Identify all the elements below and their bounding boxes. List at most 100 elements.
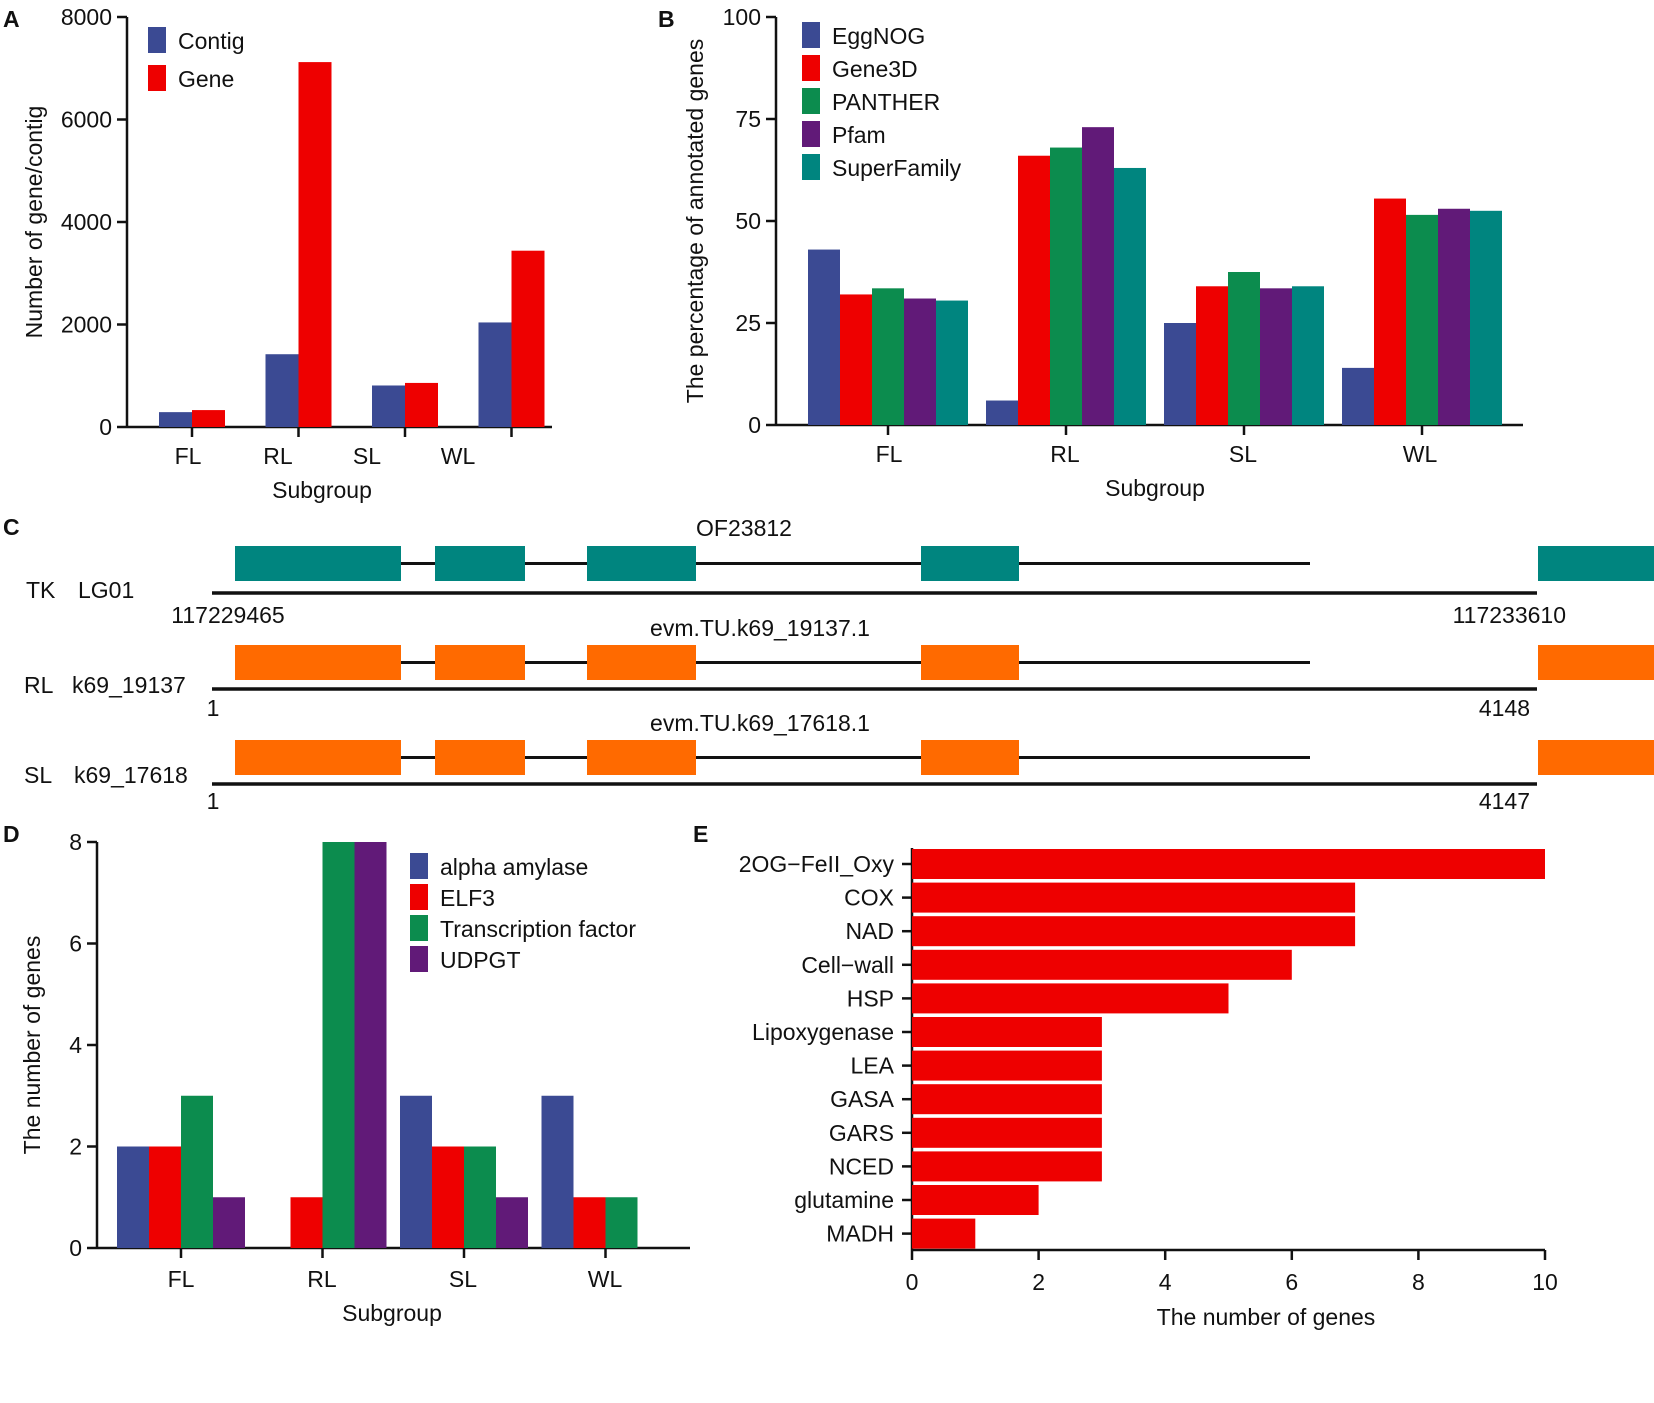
panel-letter-e: E <box>693 821 708 847</box>
legend-label: Pfam <box>832 122 886 148</box>
bar-udpgt-sl <box>496 1197 528 1248</box>
start-coordinate: 117229465 <box>171 602 284 628</box>
x-tick-label: 8 <box>1412 1269 1425 1295</box>
bar-eggnog-rl <box>986 400 1018 425</box>
y-tick-label: 0 <box>748 412 761 438</box>
x-tick-label: WL <box>441 443 476 469</box>
y-tick-label: 75 <box>735 106 761 132</box>
bar-eggnog-fl <box>808 249 840 425</box>
start-coordinate: 1 <box>207 788 220 814</box>
y-tick-label: 4 <box>69 1032 82 1058</box>
x-tick-label: 10 <box>1532 1269 1558 1295</box>
legend-swatch <box>148 65 166 91</box>
bar-pfam-fl <box>904 298 936 425</box>
track-group-label: TK <box>26 577 56 603</box>
y-tick-label: Lipoxygenase <box>752 1019 894 1045</box>
bar-panther-sl <box>1228 272 1260 425</box>
y-tick-label: 2000 <box>61 312 112 338</box>
y-tick-label: 2 <box>69 1134 82 1160</box>
bar-gene3d-rl <box>1018 155 1050 425</box>
exon <box>235 645 401 680</box>
bar-gene-wl <box>511 250 545 427</box>
bar-gene3d-sl <box>1196 286 1228 425</box>
bar-8 <box>912 1117 1102 1148</box>
y-axis-title: The number of genes <box>19 936 45 1155</box>
legend-label: Contig <box>178 28 244 54</box>
x-axis-title: Subgroup <box>342 1300 442 1326</box>
bar-5 <box>912 1017 1102 1047</box>
bar-pfam-sl <box>1260 288 1292 425</box>
exon <box>587 546 696 581</box>
x-tick-label: WL <box>1403 441 1438 467</box>
bar-transcription-factor-wl <box>605 1197 638 1248</box>
transcript-label: OF23812 <box>696 515 792 541</box>
x-tick-label: FL <box>876 441 903 467</box>
y-tick-label: 4000 <box>61 209 112 235</box>
exon <box>235 546 401 581</box>
y-tick-label: 8 <box>69 829 82 855</box>
bar-transcription-factor-sl <box>464 1146 496 1248</box>
bar-elf3-fl <box>149 1146 181 1248</box>
bar-6 <box>912 1050 1102 1081</box>
bar-10 <box>912 1185 1039 1215</box>
x-axis-title: The number of genes <box>1157 1304 1376 1330</box>
exon <box>435 740 525 775</box>
x-tick-label: FL <box>175 443 202 469</box>
y-tick-label: Cell−wall <box>801 952 894 978</box>
bar-alpha-amylase-fl <box>117 1146 149 1248</box>
bar-alpha-amylase-sl <box>400 1095 432 1248</box>
bar-7 <box>912 1084 1102 1115</box>
legend-swatch <box>802 22 820 48</box>
legend-label: Transcription factor <box>440 916 636 942</box>
x-axis-title: Subgroup <box>272 477 372 503</box>
bar-contig-wl <box>478 322 512 427</box>
legend-label: Gene3D <box>832 56 918 82</box>
y-tick-label: 2OG−FeII_Oxy <box>739 851 895 877</box>
bar-udpgt-fl <box>213 1197 245 1248</box>
exon <box>435 546 525 581</box>
bar-11 <box>912 1218 976 1249</box>
legend-label: SuperFamily <box>832 155 962 181</box>
x-tick-label: WL <box>588 1266 623 1292</box>
bar-0 <box>912 849 1545 879</box>
bar-contig-fl <box>159 412 192 427</box>
y-tick-label: 50 <box>735 208 761 234</box>
exon <box>1538 546 1654 581</box>
bar-gene3d-wl <box>1374 198 1406 425</box>
end-coordinate: 4147 <box>1479 788 1530 814</box>
y-tick-label: NAD <box>845 918 894 944</box>
bar-elf3-sl <box>432 1146 464 1248</box>
y-tick-label: MADH <box>826 1221 894 1247</box>
bar-1 <box>912 882 1356 913</box>
legend-swatch <box>802 121 820 147</box>
bar-contig-sl <box>372 385 405 427</box>
track-group-label: SL <box>24 762 52 788</box>
x-tick-label: RL <box>307 1266 337 1292</box>
exon <box>587 740 696 775</box>
legend-swatch <box>410 946 428 972</box>
bar-gene-fl <box>192 410 225 427</box>
y-tick-label: 100 <box>723 4 761 30</box>
end-coordinate: 4148 <box>1479 695 1530 721</box>
panel-letter-b: B <box>658 6 675 32</box>
bar-alpha-amylase-wl <box>541 1095 574 1248</box>
exon <box>1538 740 1654 775</box>
legend-swatch <box>410 884 428 910</box>
end-coordinate: 117233610 <box>1453 602 1566 628</box>
x-tick-label: 2 <box>1032 1269 1045 1295</box>
legend-swatch <box>802 88 820 114</box>
legend-swatch <box>802 55 820 81</box>
legend-swatch <box>410 915 428 941</box>
exon <box>435 645 525 680</box>
bar-4 <box>912 983 1229 1014</box>
y-tick-label: 6 <box>69 931 82 957</box>
y-tick-label: 8000 <box>61 4 112 30</box>
track-name: k69_19137 <box>72 672 186 698</box>
bar-transcription-factor-rl <box>322 842 355 1248</box>
y-tick-label: 6000 <box>61 107 112 133</box>
exon <box>921 740 1019 775</box>
y-tick-label: GARS <box>829 1120 894 1146</box>
y-tick-label: 0 <box>69 1235 82 1261</box>
x-tick-label: RL <box>1050 441 1080 467</box>
